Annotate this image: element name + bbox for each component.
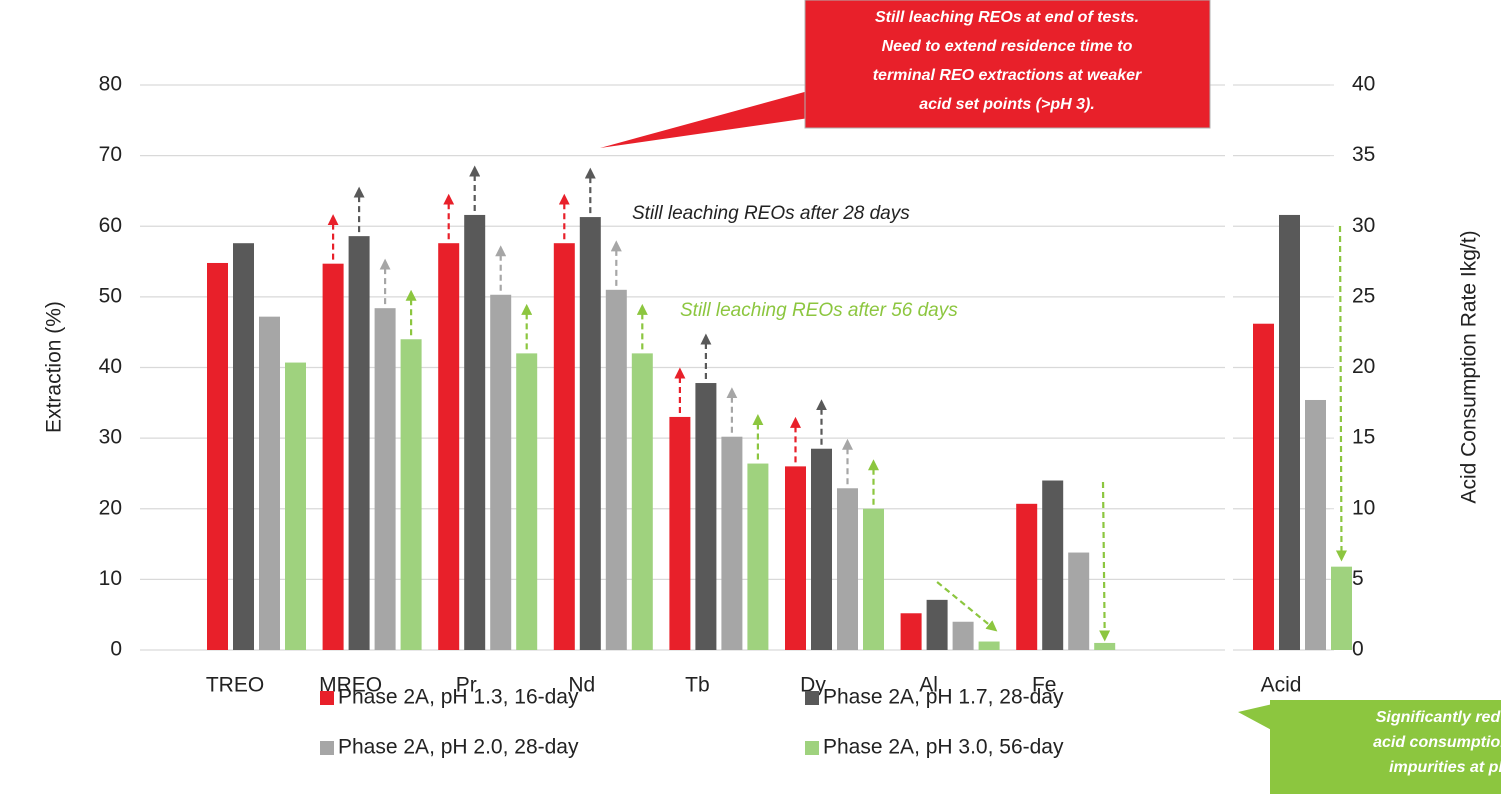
bar xyxy=(952,621,974,650)
y-tick-label: 40 xyxy=(99,355,122,378)
bar xyxy=(579,217,601,650)
legend-label: Phase 2A, pH 3.0, 56-day xyxy=(823,736,1064,759)
bar xyxy=(1016,503,1038,650)
bar xyxy=(900,613,922,650)
bar xyxy=(1279,214,1300,650)
annotation: Still leaching REOs after 28 days xyxy=(632,203,910,224)
callout-text: impurities at pH xyxy=(1389,759,1501,776)
arrow xyxy=(1099,481,1111,642)
x-tick-label: Nd xyxy=(568,674,595,697)
y-tick-label: 20 xyxy=(99,496,122,519)
bar xyxy=(747,463,769,650)
bar xyxy=(348,236,370,650)
x-tick-label: Pr xyxy=(456,674,477,697)
x-tick-label: Acid xyxy=(1261,674,1302,697)
x-tick-label: Dy xyxy=(800,674,826,697)
bar xyxy=(978,641,1000,650)
bar xyxy=(1331,566,1352,650)
bar xyxy=(490,294,512,650)
annotation: Still leaching REOs after 56 days xyxy=(680,300,958,321)
y-tick-label: 80 xyxy=(99,73,122,96)
callout-text: Significantly redu xyxy=(1376,709,1501,726)
callout-bottom: Significantly redu acid consumption impuri… xyxy=(1238,700,1501,794)
bar xyxy=(926,599,948,650)
legend-label: Phase 2A, pH 1.7, 28-day xyxy=(823,686,1064,709)
bar xyxy=(285,362,306,650)
bar xyxy=(464,214,486,650)
bar xyxy=(811,448,832,650)
legend-swatch xyxy=(320,741,334,755)
bar xyxy=(1094,642,1116,650)
callout-text: Need to extend residence time to xyxy=(882,38,1133,55)
legend-swatch xyxy=(805,741,819,755)
callout-pointer xyxy=(600,85,830,148)
x-tick-label: Al xyxy=(919,674,938,697)
bar xyxy=(863,508,884,650)
bar xyxy=(1253,323,1274,650)
x-tick-label: TREO xyxy=(206,674,264,697)
bar xyxy=(516,353,538,650)
bar xyxy=(233,243,254,650)
bar xyxy=(1042,480,1064,650)
y-tick-label: 30 xyxy=(99,426,122,449)
bar xyxy=(207,262,228,650)
bar xyxy=(1305,399,1326,650)
bar xyxy=(605,289,627,650)
y2-tick-label: 15 xyxy=(1352,426,1375,449)
y2-tick-label: 30 xyxy=(1352,214,1375,237)
y2-tick-label: 0 xyxy=(1352,638,1364,661)
y2-tick-label: 35 xyxy=(1352,143,1375,166)
arrow xyxy=(936,581,998,632)
bar xyxy=(322,263,344,650)
y-tick-label: 10 xyxy=(99,567,122,590)
callout-text: Still leaching REOs at end of tests. xyxy=(875,9,1139,26)
legend-label: Phase 2A, pH 1.3, 16-day xyxy=(338,686,579,709)
callout-box xyxy=(804,0,1211,129)
bar xyxy=(553,243,575,650)
y-tick-label: 50 xyxy=(99,284,122,307)
callout-box xyxy=(1270,700,1501,794)
y2-tick-label: 40 xyxy=(1352,73,1375,96)
bar xyxy=(721,436,743,650)
y-tick-label: 0 xyxy=(110,638,122,661)
bar xyxy=(695,383,717,650)
x-tick-label: Fe xyxy=(1032,674,1057,697)
y2-tick-label: 25 xyxy=(1352,284,1375,307)
bar xyxy=(400,339,422,650)
legend-swatch xyxy=(320,691,334,705)
x-tick-label: Tb xyxy=(685,674,710,697)
y2-tick-label: 10 xyxy=(1352,496,1375,519)
bar xyxy=(259,316,280,650)
y2-tick-label: 20 xyxy=(1352,355,1375,378)
bar xyxy=(669,416,691,650)
legend-swatch xyxy=(805,691,819,705)
y-tick-label: 70 xyxy=(99,143,122,166)
x-tick-label: MREO xyxy=(319,674,382,697)
bar xyxy=(631,353,653,650)
callout-text: acid set points (>pH 3). xyxy=(919,96,1095,113)
bar xyxy=(837,488,858,650)
bar xyxy=(785,466,806,650)
legend-label: Phase 2A, pH 2.0, 28-day xyxy=(338,736,579,759)
callout-text: acid consumption xyxy=(1373,734,1501,751)
bar xyxy=(438,243,460,650)
axis-gap xyxy=(1225,80,1233,655)
y2-tick-label: 5 xyxy=(1352,567,1364,590)
bar xyxy=(374,308,396,650)
callout-text: terminal REO extractions at weaker xyxy=(873,67,1142,84)
arrow xyxy=(1335,225,1347,562)
y2-axis-label: Acid Consumption Rate Ikg/t) xyxy=(1458,230,1481,503)
bar xyxy=(1068,552,1090,650)
y-tick-label: 60 xyxy=(99,214,122,237)
y-axis-label: Extraction (%) xyxy=(43,301,66,433)
